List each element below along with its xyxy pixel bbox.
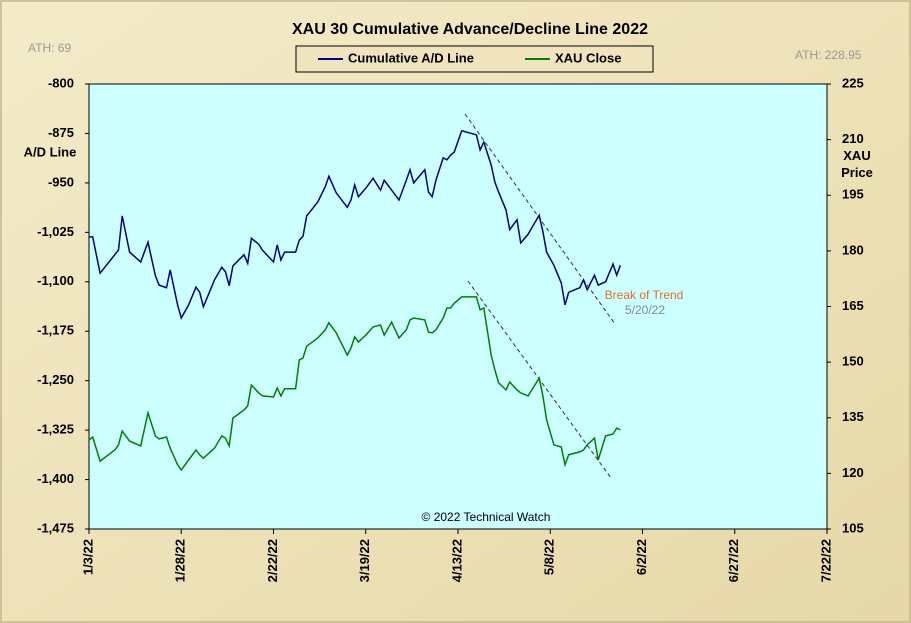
ath-right: ATH: 228.95 bbox=[795, 48, 862, 62]
y2-tick-label: 165 bbox=[842, 298, 864, 313]
y-tick-label: -875 bbox=[48, 125, 74, 140]
y2-axis-label: XAU Price bbox=[841, 148, 873, 180]
y2-tick-label: 195 bbox=[842, 187, 864, 202]
y-tick-label: -950 bbox=[48, 174, 74, 189]
y-tick-label: -1,325 bbox=[37, 422, 74, 437]
copyright: © 2022 Technical Watch bbox=[422, 510, 551, 524]
x-tick-label: 1/28/22 bbox=[173, 539, 188, 582]
y2-tick-label: 150 bbox=[842, 354, 864, 369]
y-tick-label: -1,400 bbox=[37, 471, 74, 486]
break-annotation: Break of Trend bbox=[605, 288, 684, 302]
x-tick-label: 4/13/22 bbox=[449, 539, 464, 582]
y-tick-label: -1,250 bbox=[37, 372, 74, 387]
y2-tick-label: 180 bbox=[842, 242, 864, 257]
series-line bbox=[88, 296, 621, 472]
legend-box bbox=[295, 45, 654, 73]
x-tick-label: 5/8/22 bbox=[542, 539, 557, 575]
y2-tick-label: 225 bbox=[842, 75, 864, 90]
ath-left: ATH: 69 bbox=[28, 41, 71, 55]
y-tick-label: -1,175 bbox=[37, 323, 74, 338]
legend-label: Cumulative A/D Line bbox=[348, 50, 474, 65]
y-axis-label: A/D Line bbox=[24, 144, 77, 159]
y-tick-label: -1,100 bbox=[37, 273, 74, 288]
y2-tick-label: 105 bbox=[842, 520, 864, 535]
x-tick-label: 2/22/22 bbox=[265, 539, 280, 582]
chart-title: XAU 30 Cumulative Advance/Decline Line 2… bbox=[292, 21, 648, 38]
y2-tick-label: 210 bbox=[842, 131, 864, 146]
x-tick-label: 1/3/22 bbox=[80, 539, 95, 575]
plot-area bbox=[88, 83, 828, 530]
series-line bbox=[89, 129, 622, 320]
x-tick-label: 7/22/22 bbox=[818, 539, 833, 582]
y2-tick-label: 135 bbox=[842, 409, 864, 424]
x-tick-label: 6/2/22 bbox=[634, 539, 649, 575]
y-tick-label: -800 bbox=[48, 75, 74, 90]
break-date: 5/20/22 bbox=[625, 303, 665, 317]
legend-label: XAU Close bbox=[555, 50, 621, 65]
x-tick-label: 3/19/22 bbox=[357, 539, 372, 582]
x-tick-label: 6/27/22 bbox=[726, 539, 741, 582]
y-tick-label: -1,025 bbox=[37, 224, 74, 239]
y2-tick-label: 120 bbox=[842, 465, 864, 480]
y-tick-label: -1,475 bbox=[37, 520, 74, 535]
